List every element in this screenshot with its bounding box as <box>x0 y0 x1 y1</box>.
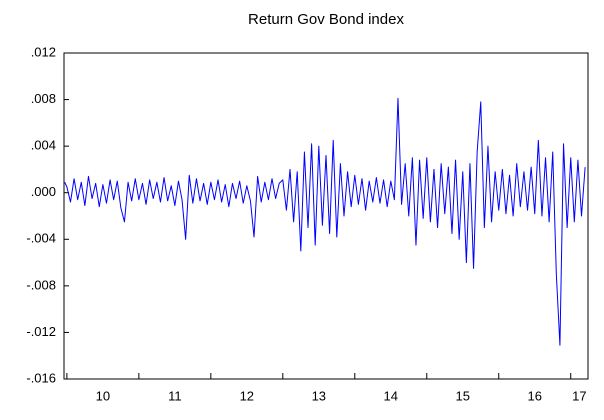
x-tick-label: 16 <box>528 388 542 403</box>
x-tick-label: 10 <box>96 388 110 403</box>
plot-frame <box>63 52 589 380</box>
y-tick-label: -.008 <box>26 277 56 292</box>
y-tick-label: .004 <box>31 138 56 153</box>
x-tick-label: 13 <box>312 388 326 403</box>
y-tick-label: .008 <box>31 91 56 106</box>
chart-title: Return Gov Bond index <box>248 11 404 28</box>
y-tick-label: -.016 <box>26 370 56 385</box>
y-tick-label: .012 <box>31 44 56 59</box>
y-tick-label: -.004 <box>26 231 56 246</box>
y-tick-label: .000 <box>31 184 56 199</box>
y-tick-label: -.012 <box>26 324 56 339</box>
x-tick-label: 15 <box>456 388 470 403</box>
x-tick-label: 11 <box>168 388 182 403</box>
x-tick-label: 17 <box>572 388 586 403</box>
data-line <box>64 97 586 346</box>
x-tick-label: 14 <box>384 388 398 403</box>
x-tick-label: 12 <box>240 388 254 403</box>
